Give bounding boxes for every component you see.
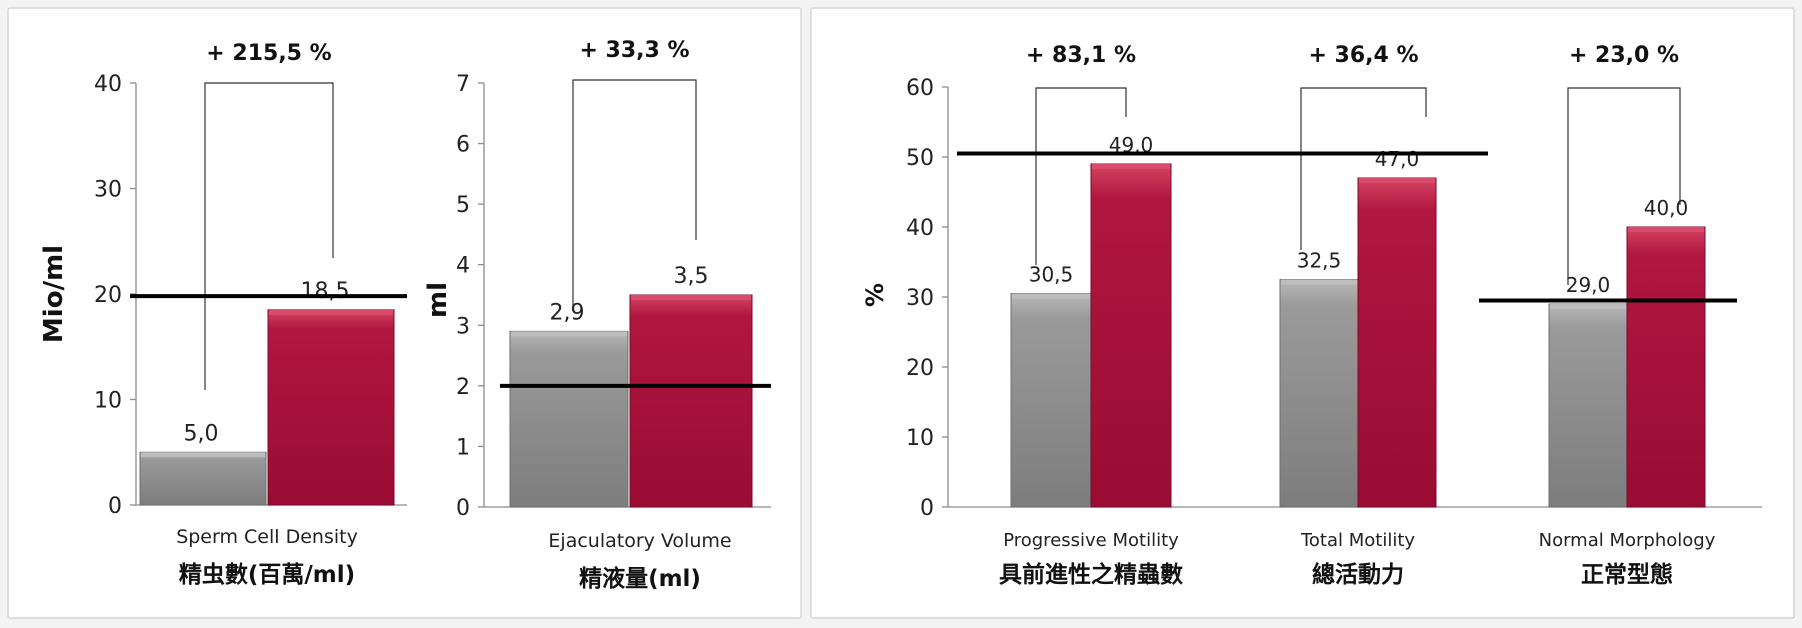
category-label-zh: 精液量(ml) — [579, 565, 701, 592]
bar-after-top-highlight — [1092, 164, 1170, 169]
category-label-zh: 總活動力 — [1312, 561, 1404, 588]
bar-before — [1279, 279, 1359, 508]
change-bracket — [204, 82, 334, 390]
bar-after-top-highlight — [1359, 178, 1435, 183]
value-label-after: 40,0 — [1644, 196, 1689, 220]
y-tick-label: 5 — [456, 193, 470, 218]
bar-after-top-highlight — [269, 309, 393, 315]
y-tick-label: 20 — [94, 283, 122, 308]
category-label-en: Normal Morphology — [1539, 530, 1716, 551]
value-label-after: 47,0 — [1375, 147, 1420, 171]
value-label-before: 2,9 — [550, 300, 585, 325]
y-tick-label: 0 — [920, 496, 934, 521]
bar-after — [1357, 177, 1437, 508]
y-tick-label: 7 — [456, 72, 470, 97]
bar-after — [267, 309, 395, 506]
percent-change-label: + 23,0 % — [1569, 43, 1679, 68]
value-label-before: 5,0 — [184, 421, 219, 446]
y-tick-label: 3 — [456, 314, 470, 339]
y-tick-label: 1 — [456, 435, 470, 460]
change-bracket — [572, 79, 697, 310]
y-tick-label: 0 — [456, 496, 470, 521]
bar-before — [139, 451, 267, 506]
bar-before-top-highlight — [1012, 293, 1090, 299]
y-tick-label: 0 — [108, 494, 122, 519]
category-label-en: Progressive Motility — [1003, 530, 1179, 551]
value-label-before: 30,5 — [1029, 263, 1074, 287]
bar-after — [1090, 163, 1172, 508]
y-tick-label: 2 — [456, 375, 470, 400]
ejaculatory-volume-chart: 0 1 2 3 4 5 6 7 ml 2,9 3,5 + 33,3 % Ejaculatory Volu… — [423, 38, 771, 592]
bar-before-top-highlight — [1281, 279, 1357, 285]
percent-change-label: + 33,3 % — [579, 38, 689, 63]
category-label-zh: 正常型態 — [1581, 561, 1673, 588]
category-label-zh: 精虫數(百萬/ml) — [179, 562, 355, 588]
bar-after — [1626, 226, 1706, 508]
bar-before — [509, 330, 629, 508]
value-label-before: 32,5 — [1297, 249, 1342, 273]
value-label-after: 3,5 — [674, 264, 709, 289]
category-label-en: Total Motility — [1300, 530, 1415, 551]
y-tick-label: 40 — [906, 216, 934, 241]
y-axis-title: Mio/ml — [39, 245, 69, 343]
y-tick-label: 30 — [94, 178, 122, 203]
y-axis-title: ml — [423, 282, 453, 318]
change-bracket — [1567, 87, 1681, 285]
bar-before-top-highlight — [1550, 304, 1626, 309]
y-tick-label: 6 — [456, 133, 470, 158]
bar-before-top-highlight — [141, 452, 265, 458]
category-label-zh: 具前進性之精蟲數 — [999, 561, 1183, 588]
y-tick-label: 40 — [94, 72, 122, 97]
y-axis-title: % — [861, 283, 889, 307]
category-label-en: Ejaculatory Volume — [548, 530, 731, 552]
y-tick-label: 10 — [906, 426, 934, 451]
category-label-en: Sperm Cell Density — [176, 526, 358, 548]
y-tick-label: 10 — [94, 389, 122, 414]
bar-after-top-highlight — [1628, 227, 1704, 232]
y-tick-label: 30 — [906, 286, 934, 311]
change-bracket — [1035, 87, 1127, 265]
y-tick-label: 20 — [906, 356, 934, 381]
value-label-before: 29,0 — [1566, 273, 1611, 297]
change-bracket — [1300, 87, 1427, 250]
bar-before — [1548, 303, 1628, 508]
y-tick-label: 60 — [906, 76, 934, 101]
y-tick-label: 50 — [906, 146, 934, 171]
value-label-after: 18,5 — [301, 279, 350, 304]
percent-change-label: + 83,1 % — [1026, 43, 1136, 68]
bar-before — [1010, 293, 1092, 508]
bar-after-top-highlight — [631, 295, 751, 300]
sperm-density-chart: 0 10 20 30 40 Mio/ml 5,0 18,5 + 215,5 % Sperm Cel… — [39, 41, 407, 588]
bar-after — [629, 294, 753, 508]
y-tick-label: 4 — [456, 254, 470, 279]
percent-change-label: + 215,5 % — [206, 41, 331, 66]
bar-before-top-highlight — [511, 331, 627, 337]
percent-change-label: + 36,4 % — [1308, 43, 1418, 68]
